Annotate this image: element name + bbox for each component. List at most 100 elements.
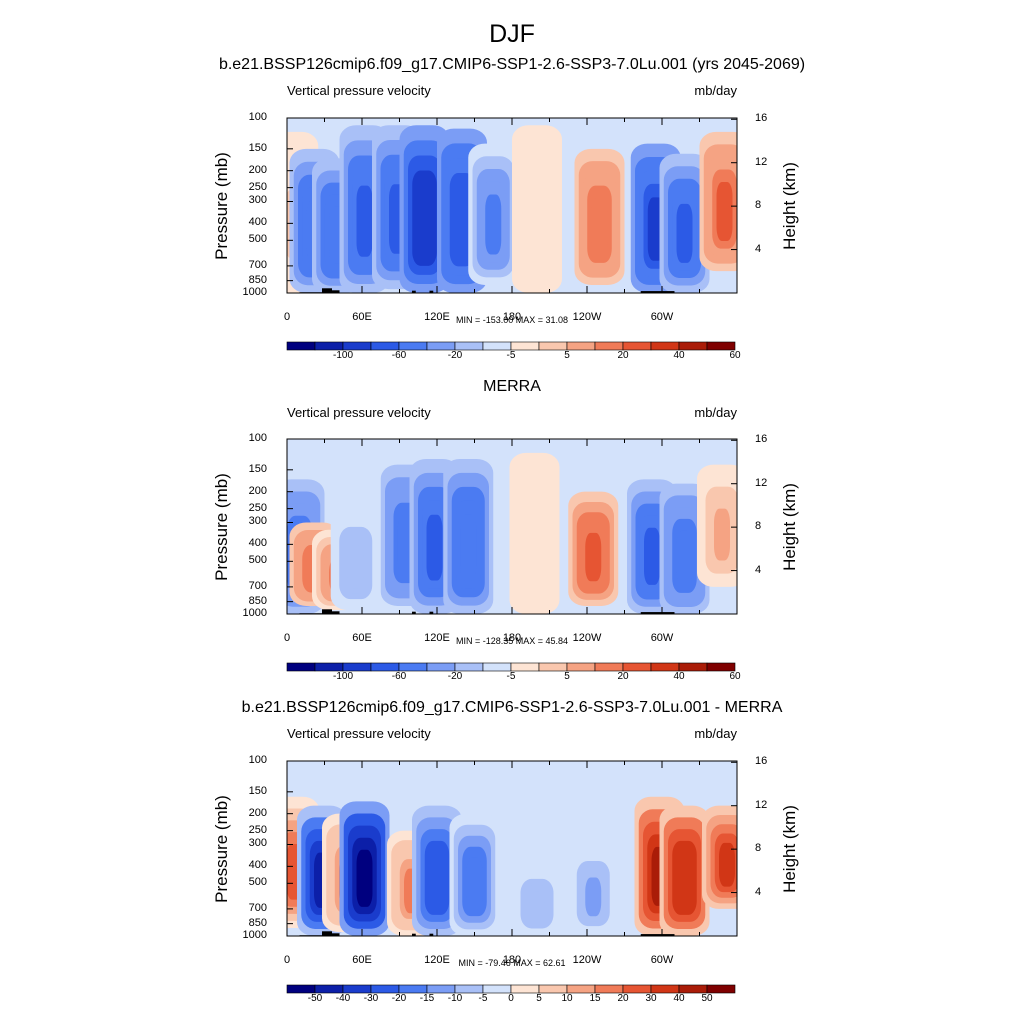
y-tick-label-1-8: 850 [248,594,267,607]
contour-band-0-12-4 [716,181,733,242]
y-tick-label-0-2: 200 [248,163,267,176]
colorbar-box-1-8 [510,662,540,672]
colorbar-label-2-14: 50 [701,993,713,1004]
y-tick-label-2-9: 1000 [242,929,267,941]
y-tick-label-0-8: 850 [248,273,267,286]
height-tick-label-1-0: 16 [755,433,768,446]
y-tick-label-0-1: 150 [248,141,267,154]
y-tick-label-1-5: 400 [248,537,267,550]
colorbar-label-2-13: 40 [673,993,685,1004]
colorbar-box-0-2 [342,341,372,351]
colorbar-box-1-1 [314,662,344,672]
colorbar-box-2-13 [650,984,680,994]
y-axis-label-2: Pressure (mb) [212,794,231,903]
y-tick-label-0-9: 1000 [242,286,267,298]
colorbar-label-0-1: -60 [391,350,407,361]
topography-2-1 [322,931,332,936]
topography-0-4 [429,290,434,293]
panel-title-0: b.e21.BSSP126cmip6.f09_g17.CMIP6-SSP1-2.… [218,56,806,73]
panel-left-subtitle-2: Vertical pressure velocity [287,726,431,741]
contour-band-1-9-4 [644,527,660,585]
contour-band-2-10-4 [676,852,693,908]
topography-0-3 [412,290,416,293]
colorbar-box-0-12 [622,341,652,351]
y-tick-label-1-1: 150 [248,462,267,475]
topography-0-1 [322,288,332,293]
x-tick-label-0-2: 120E [424,311,450,323]
topography-2-2 [332,933,340,936]
colorbar-box-1-13 [650,662,680,672]
panel-left-subtitle-1: Vertical pressure velocity [287,405,431,420]
panel-right-subtitle-2: mb/day [694,726,737,741]
height-tick-label-0-0: 16 [755,112,768,125]
x-tick-label-2-0: 0 [283,954,291,966]
topography-1-5 [640,612,675,614]
y-tick-label-1-3: 250 [248,501,267,514]
colorbar-box-2-2 [342,984,372,994]
colorbar-label-2-5: -10 [447,993,463,1004]
y-tick-label-2-1: 150 [248,784,267,797]
topography-1-3 [412,611,416,614]
min-max-readout-1: MIN = -128.35 MAX = 45.84 [455,636,569,646]
panel-title-2: b.e21.BSSP126cmip6.f09_g17.CMIP6-SSP1-2.… [241,699,783,716]
panel-right-subtitle-1: mb/day [694,405,737,420]
contour-band-2-5-4 [429,852,445,908]
contour-band-1-10-4 [676,530,693,586]
colorbar-box-2-10 [566,984,596,994]
colorbar-label-1-2: -20 [447,671,463,682]
y-tick-label-1-7: 700 [248,579,267,592]
colorbar-box-1-9 [538,662,568,672]
colorbar-box-2-14 [678,984,708,994]
contour-band-2-3-4 [356,849,373,907]
min-max-readout-0: MIN = -153.00 MAX = 31.08 [455,315,569,325]
height-tick-label-0-3: 4 [755,242,762,255]
colorbar-label-1-5: 20 [617,671,629,682]
colorbar-label-1-7: 60 [729,671,741,682]
colorbar-label-0-6: 40 [673,350,685,361]
contour-band-0-9-4 [591,197,608,256]
y-tick-label-0-6: 500 [248,233,267,246]
x-tick-label-1-1: 60E [352,632,372,644]
contour-band-1-3-4 [347,545,364,589]
y-tick-label-2-6: 500 [248,876,267,889]
contour-band-0-5-4 [416,185,433,257]
colorbar-label-0-2: -20 [447,350,463,361]
y-tick-label-0-4: 300 [248,194,267,207]
colorbar-box-2-4 [398,984,428,994]
height-axis-label-0: Height (km) [780,161,799,250]
colorbar-box-0-1 [314,341,344,351]
colorbar-label-2-7: 0 [508,993,514,1004]
colorbar-box-0-11 [594,341,624,351]
figure-title: DJF [489,20,535,48]
x-tick-label-2-4: 120W [572,954,602,966]
y-tick-label-2-5: 400 [248,859,267,872]
colorbar-box-1-3 [370,662,400,672]
topography-1-4 [429,611,434,614]
y-tick-label-2-3: 250 [248,823,267,836]
colorbar-box-2-3 [370,984,400,994]
contour-band-0-6-4 [454,187,470,258]
y-tick-label-0-7: 700 [248,258,267,271]
contour-band-0-7-4 [485,194,502,255]
x-tick-label-0-0: 0 [283,311,291,323]
colorbar-box-1-6 [454,662,484,672]
colorbar-label-2-8: 5 [536,993,542,1004]
colorbar-box-2-15 [706,984,736,994]
x-tick-label-0-5: 60W [650,311,674,323]
contour-band-2-11-4 [719,842,735,887]
x-tick-label-0-4: 120W [572,311,602,323]
contour-band-0-11-4 [676,203,693,263]
colorbar-label-2-12: 30 [645,993,657,1004]
height-tick-label-1-2: 8 [755,520,762,533]
topography-2-5 [640,934,675,936]
colorbar-label-0-7: 60 [729,350,741,361]
colorbar-label-2-2: -30 [363,993,379,1004]
colorbar-box-2-8 [510,984,540,994]
contour-band-0-3-4 [356,185,373,257]
colorbar-box-1-12 [622,662,652,672]
colorbar-label-2-6: -5 [478,993,488,1004]
x-tick-label-1-2: 120E [424,632,450,644]
colorbar-label-2-9: 10 [561,993,573,1004]
contour-band-1-5-4 [426,514,443,581]
colorbar-box-0-8 [510,341,540,351]
